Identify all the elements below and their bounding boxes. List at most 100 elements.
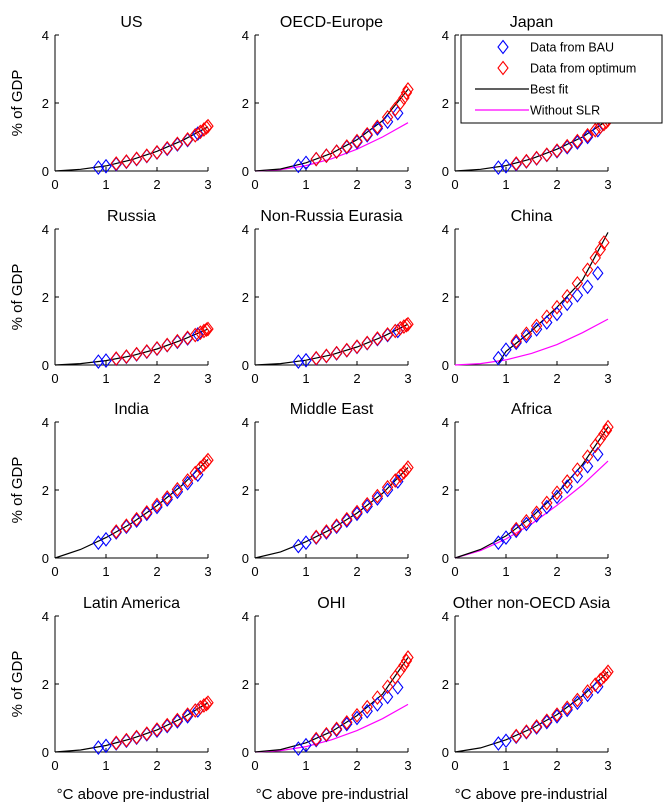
- optimum-point: [510, 521, 522, 537]
- bau-point: [492, 350, 505, 366]
- panel-latin-america: Latin America 0 2 4 0 1 2 3 % of GDP: [9, 595, 214, 773]
- panel-title: OHI: [317, 595, 345, 612]
- optimum-point: [110, 524, 122, 539]
- x-tick-label: 2: [553, 758, 560, 773]
- optimum-point: [371, 331, 384, 346]
- x-tick-label: 0: [51, 177, 58, 192]
- y-tick-label: 2: [442, 483, 449, 498]
- x-tick-label: 2: [153, 371, 160, 386]
- legend: Data from BAU Data from optimum Best fit Wi…: [460, 34, 663, 124]
- optimum-point: [202, 321, 214, 337]
- optimum-point: [141, 343, 153, 359]
- panel-title: Japan: [510, 14, 554, 31]
- y-tick-label: 2: [442, 96, 449, 111]
- optimum-point: [198, 457, 210, 472]
- y-tick-label: 2: [42, 290, 49, 305]
- y-tick-label: 0: [242, 164, 249, 179]
- y-tick-label: 4: [42, 28, 49, 43]
- optimum-point: [561, 474, 573, 489]
- bau-point: [500, 733, 512, 749]
- best-fit-line: [454, 671, 609, 753]
- best-fit-line: [454, 119, 609, 172]
- optimum-point: [351, 504, 363, 520]
- bau-point: [551, 708, 563, 724]
- optimum-point: [200, 322, 213, 338]
- bau-point: [551, 143, 563, 159]
- optimum-point: [520, 153, 533, 169]
- optimum-point: [571, 133, 584, 149]
- bau-point: [381, 689, 394, 705]
- optimum-point: [530, 505, 543, 521]
- panel-other-non-oecd-asia: Other non-OECD Asia 0 2 4 0 1 2 3: [442, 595, 614, 773]
- optimum-point: [151, 722, 163, 737]
- bau-point: [541, 315, 553, 330]
- optimum-point: [394, 95, 407, 111]
- optimum-point: [594, 431, 607, 447]
- panel-title: US: [120, 14, 142, 31]
- x-axis-label-col3: °C above pre-industrial: [455, 786, 608, 803]
- y-tick-label: 0: [442, 164, 449, 179]
- y-tick-label: 4: [42, 415, 49, 430]
- y-tick-label: 0: [242, 745, 249, 760]
- optimum-point: [141, 505, 153, 520]
- optimum-point: [110, 351, 122, 366]
- bau-point: [520, 328, 533, 344]
- y-tick-label: 2: [242, 290, 249, 305]
- legend-label: Data from optimum: [530, 62, 636, 76]
- x-tick-label: 1: [502, 177, 509, 192]
- x-tick-label: 1: [502, 371, 509, 386]
- optimum-point: [530, 318, 543, 334]
- panel-china: China 0 2 4 0 1 2 3: [442, 208, 612, 386]
- optimum-point: [151, 497, 163, 513]
- bau-point: [330, 722, 343, 738]
- panel-russia: Russia 0 2 4 0 1 2 3 % of GDP: [9, 208, 214, 386]
- x-tick-label: 2: [353, 758, 360, 773]
- bau-point: [381, 482, 394, 498]
- bau-point: [141, 506, 153, 522]
- x-tick-label: 2: [553, 177, 560, 192]
- y-tick-label: 4: [242, 415, 249, 430]
- optimum-point: [120, 732, 133, 748]
- optimum-point: [371, 488, 384, 504]
- x-tick-label: 2: [153, 177, 160, 192]
- without-slr-line: [454, 460, 609, 559]
- bau-point: [510, 335, 522, 351]
- optimum-point: [571, 692, 584, 708]
- panel-non-russia-eurasia: Non-Russia Eurasia 0 2 4 0 1 2 3: [242, 208, 414, 386]
- x-tick-label: 3: [604, 758, 611, 773]
- bau-point: [151, 499, 163, 515]
- panel-japan: Japan 0 2 4 0 1 2 3 Data from BAU Data from optim…: [442, 14, 663, 192]
- optimum-point: [120, 349, 133, 364]
- optimum-point: [194, 460, 207, 476]
- optimum-point: [198, 698, 210, 713]
- optimum-point: [141, 148, 153, 164]
- y-tick-label: 0: [242, 551, 249, 566]
- y-tick-label: 0: [42, 358, 49, 373]
- optimum-point: [161, 717, 173, 733]
- x-tick-label: 3: [204, 758, 211, 773]
- optimum-point: [551, 143, 563, 159]
- x-axis-label-col1: °C above pre-industrial: [57, 786, 210, 803]
- panel-title: Non-Russia Eurasia: [260, 208, 402, 225]
- panel-us: US 0 2 4 0 1 2 3 % of GDP: [9, 14, 214, 192]
- optimum-point: [171, 481, 184, 497]
- optimum-point: [520, 326, 533, 342]
- optimum-point: [541, 713, 553, 729]
- y-tick-label: 0: [242, 358, 249, 373]
- optimum-point: [310, 151, 322, 167]
- legend-item-fit: Best fit: [475, 83, 569, 97]
- optimum-point: [181, 473, 194, 488]
- x-tick-label: 0: [51, 371, 58, 386]
- optimum-point: [161, 337, 173, 353]
- optimum-point: [389, 473, 401, 488]
- bau-point: [392, 105, 404, 121]
- panel-title: Latin America: [83, 595, 180, 612]
- optimum-point: [381, 109, 394, 125]
- optimum-point: [589, 122, 601, 138]
- x-tick-label: 1: [302, 758, 309, 773]
- bau-point: [530, 508, 543, 523]
- optimum-point: [181, 707, 194, 723]
- optimum-point: [198, 323, 210, 339]
- optimum-point: [381, 679, 394, 695]
- optimum-point: [402, 316, 414, 332]
